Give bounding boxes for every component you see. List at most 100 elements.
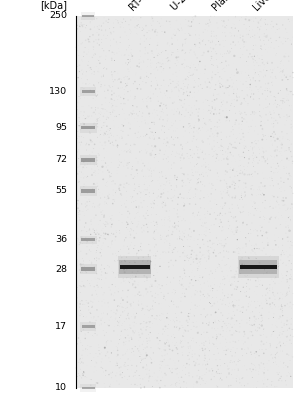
Point: [188, 220, 193, 226]
Point: [280, 331, 285, 337]
Point: [105, 322, 110, 328]
Point: [154, 212, 158, 218]
Point: [74, 14, 79, 20]
Point: [101, 294, 106, 301]
Point: [83, 234, 88, 241]
Point: [92, 229, 97, 236]
Point: [285, 291, 290, 298]
Point: [173, 381, 178, 387]
Point: [260, 40, 265, 47]
Point: [226, 383, 231, 389]
Point: [107, 99, 112, 106]
Point: [159, 127, 164, 133]
Point: [200, 38, 205, 44]
Point: [163, 236, 167, 242]
Point: [273, 214, 277, 221]
Point: [279, 252, 283, 258]
Point: [244, 280, 249, 287]
Point: [226, 315, 231, 322]
Point: [277, 222, 282, 228]
Point: [211, 153, 216, 159]
Point: [235, 271, 239, 277]
Point: [224, 248, 229, 255]
Point: [95, 282, 100, 288]
Point: [127, 279, 132, 286]
Point: [190, 167, 194, 173]
Point: [284, 202, 289, 208]
Point: [113, 152, 118, 158]
Point: [115, 352, 120, 359]
Point: [83, 142, 88, 149]
Point: [117, 303, 122, 310]
Point: [172, 26, 177, 33]
Point: [93, 104, 98, 111]
Point: [122, 238, 126, 244]
Point: [144, 80, 148, 86]
Point: [168, 58, 173, 64]
Point: [97, 344, 102, 351]
Point: [262, 266, 267, 272]
Point: [271, 288, 275, 295]
Point: [284, 322, 289, 328]
Point: [113, 137, 118, 144]
Point: [268, 109, 272, 115]
Point: [161, 67, 166, 73]
Point: [93, 231, 98, 237]
Point: [174, 29, 179, 35]
Point: [80, 24, 85, 30]
Point: [113, 16, 118, 22]
Point: [109, 69, 114, 75]
Point: [144, 131, 149, 138]
Point: [150, 262, 155, 268]
Point: [213, 253, 218, 259]
Point: [108, 233, 113, 239]
Point: [192, 84, 196, 90]
Point: [247, 86, 252, 93]
Point: [118, 336, 123, 342]
Point: [244, 231, 249, 238]
Point: [211, 320, 216, 326]
Point: [177, 110, 182, 117]
Point: [126, 120, 131, 126]
Point: [252, 53, 257, 60]
Point: [149, 250, 153, 256]
Point: [105, 219, 109, 225]
Point: [82, 16, 86, 22]
Point: [240, 221, 245, 227]
Point: [224, 84, 228, 91]
Point: [176, 232, 181, 238]
Point: [163, 347, 168, 354]
Point: [108, 37, 113, 43]
Point: [240, 352, 245, 359]
Point: [128, 88, 133, 94]
Point: [148, 355, 153, 361]
Point: [148, 89, 153, 95]
Point: [172, 106, 177, 112]
Point: [284, 93, 289, 100]
Point: [132, 181, 137, 187]
Point: [189, 254, 193, 260]
Point: [155, 32, 159, 38]
Point: [289, 260, 294, 267]
Point: [80, 208, 85, 215]
Point: [210, 280, 215, 286]
Point: [193, 324, 198, 331]
Point: [114, 344, 119, 350]
Point: [234, 321, 239, 327]
Point: [177, 326, 182, 332]
Point: [100, 142, 104, 148]
Point: [103, 56, 108, 62]
Point: [79, 297, 84, 304]
Point: [246, 124, 251, 130]
Point: [263, 296, 268, 302]
Point: [134, 167, 139, 173]
Point: [228, 166, 232, 173]
Point: [241, 333, 246, 340]
Point: [122, 122, 126, 129]
Point: [91, 44, 96, 50]
Point: [208, 198, 213, 204]
Point: [252, 288, 257, 294]
Point: [263, 21, 268, 27]
Point: [97, 42, 102, 48]
Point: [165, 326, 170, 332]
